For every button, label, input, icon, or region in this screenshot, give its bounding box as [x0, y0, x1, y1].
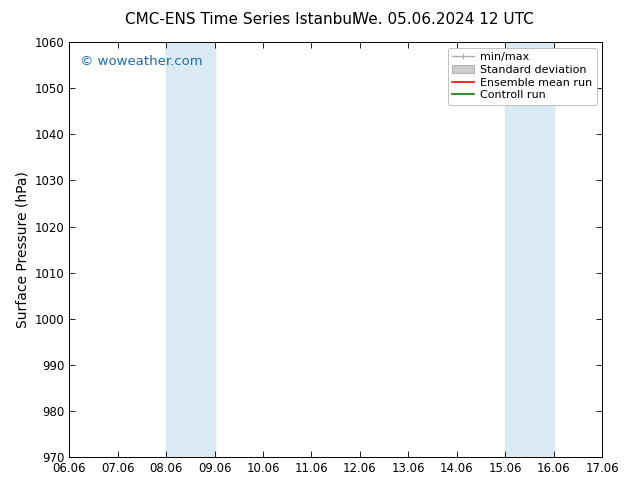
Text: © woweather.com: © woweather.com [80, 54, 202, 68]
Bar [505, 42, 553, 457]
Legend: min/max, Standard deviation, Ensemble mean run, Controll run: min/max, Standard deviation, Ensemble me… [448, 48, 597, 105]
Y-axis label: Surface Pressure (hPa): Surface Pressure (hPa) [15, 171, 29, 328]
Text: We. 05.06.2024 12 UTC: We. 05.06.2024 12 UTC [354, 12, 534, 27]
Bar [166, 42, 214, 457]
Text: CMC-ENS Time Series Istanbul: CMC-ENS Time Series Istanbul [126, 12, 356, 27]
